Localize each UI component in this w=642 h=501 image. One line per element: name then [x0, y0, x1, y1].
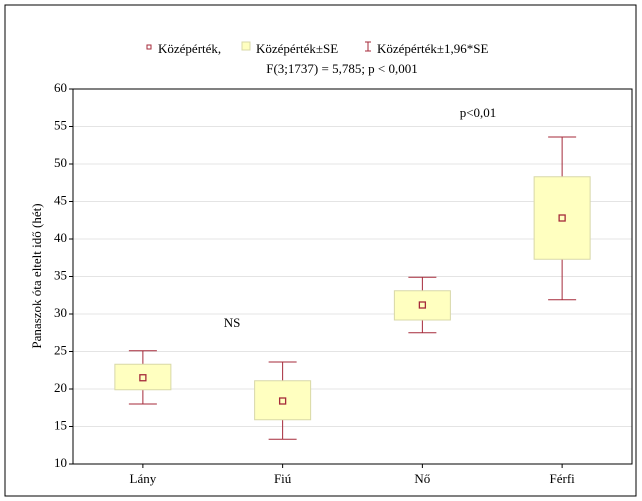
y-tick-label: 40 — [54, 230, 67, 245]
legend-symbol — [241, 41, 251, 51]
y-tick-label: 25 — [54, 342, 67, 357]
y-tick-label: 35 — [54, 267, 67, 282]
legend-label: Középérték, — [158, 41, 221, 56]
se-box — [254, 380, 312, 421]
y-tick-label: 45 — [54, 192, 67, 207]
mean-marker — [418, 301, 427, 309]
mean-marker — [139, 374, 147, 382]
plot-frame — [72, 88, 633, 465]
legend-label: Középérték±SE — [256, 41, 338, 56]
y-tick-label: 20 — [54, 380, 67, 395]
x-tick-label: Lány — [130, 471, 157, 486]
y-tick-label: 60 — [54, 80, 67, 95]
x-tick-label: Nő — [414, 471, 430, 486]
y-tick-label: 15 — [54, 417, 67, 432]
se-box — [533, 176, 591, 260]
se-box — [114, 363, 172, 391]
y-tick-label: 55 — [54, 117, 67, 132]
x-tick-label: Fiú — [274, 471, 292, 486]
legend-label: Középérték±1,96*SE — [377, 41, 489, 56]
se-box — [393, 290, 451, 321]
y-tick-label: 10 — [54, 455, 67, 470]
annotation: NS — [224, 315, 241, 330]
frame — [4, 4, 637, 497]
y-axis-label: Panaszok óta eltelt idő (hét) — [29, 203, 44, 348]
mean-marker — [558, 214, 566, 222]
chart-subtitle: F(3;1737) = 5,785; p < 0,001 — [266, 61, 418, 76]
legend-symbol — [146, 44, 152, 50]
y-tick-label: 50 — [54, 155, 67, 170]
x-tick-label: Férfi — [549, 471, 575, 486]
annotation: p<0,01 — [460, 105, 497, 120]
y-tick-label: 30 — [54, 305, 67, 320]
mean-marker — [278, 397, 287, 405]
